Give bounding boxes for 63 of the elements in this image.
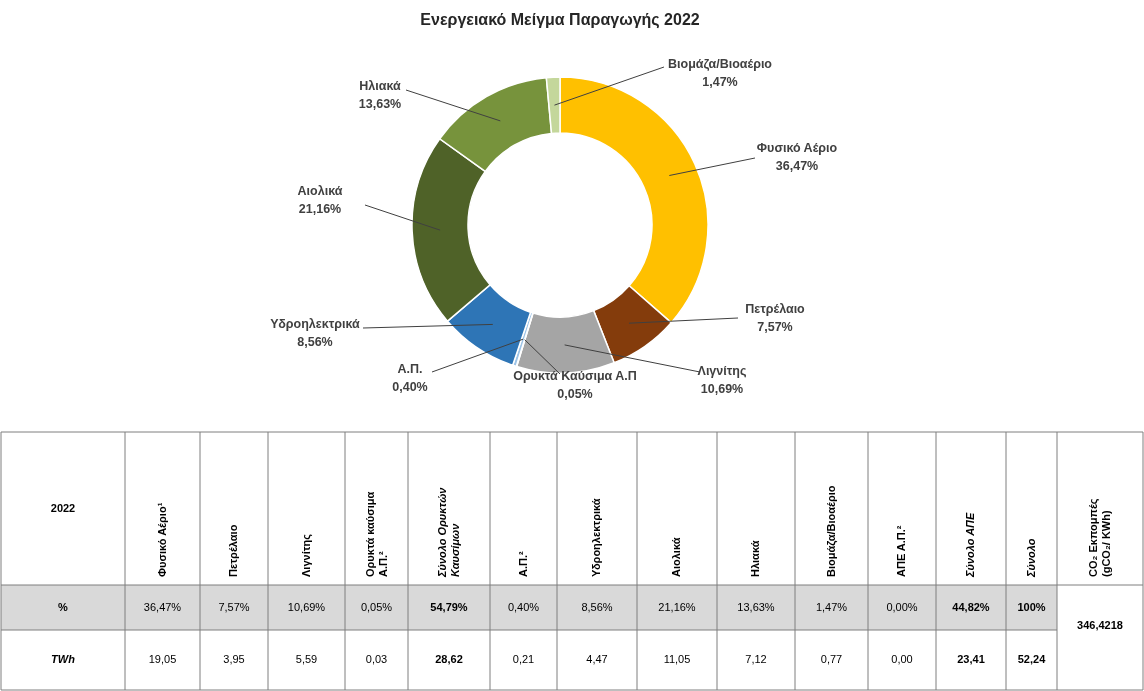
- text: 3,95: [223, 653, 245, 665]
- text: 52,24: [1017, 653, 1046, 665]
- text: 5,59: [295, 653, 318, 665]
- text: 2022: [50, 501, 76, 514]
- text: 0,03: [365, 653, 388, 665]
- text: 19,05: [148, 653, 177, 665]
- slice-label: Πετρέλαιο: [745, 302, 806, 316]
- data-label: 10,69%: [700, 382, 744, 396]
- slice-label: Βιομάζα/Βιοαέριο: [668, 57, 773, 71]
- text: 44,82%: [952, 600, 990, 613]
- category-label: Ορυκτά καύσιμα Α.Π.²: [363, 491, 389, 577]
- slice-label: Αιολικά: [297, 184, 343, 198]
- slice-label: Α.Π.: [397, 362, 423, 376]
- category-label: Α.Π.²: [516, 551, 529, 577]
- text: 54,79%: [430, 600, 468, 613]
- category-label: TWh: [51, 653, 75, 665]
- category-label: Λιγνίτης: [299, 533, 313, 577]
- text: 21,16%: [658, 600, 696, 613]
- text: 13,63%: [737, 600, 775, 613]
- text: 10,69%: [287, 600, 326, 613]
- data-label: 0,05%: [557, 387, 593, 401]
- text: 0,00%: [886, 600, 918, 613]
- category-label: Ηλιακά: [749, 540, 761, 577]
- text: 23,41: [957, 653, 985, 665]
- text: 36,47%: [143, 600, 182, 613]
- text: 8,56%: [581, 600, 613, 613]
- category-label: ΑΠΕ Α.Π.²: [895, 525, 907, 577]
- category-label: Φυσικό Αέριο¹: [155, 502, 168, 577]
- data-label: 8,56%: [297, 335, 333, 349]
- category-label: Σύνολο Ορυκτών Καυσίμων: [436, 486, 461, 578]
- text: 7,12: [745, 653, 767, 665]
- chart-title: Ενεργειακό Μείγμα Παραγωγής 2022: [420, 11, 700, 29]
- category-label: Σύνολο ΑΠΕ: [964, 512, 976, 578]
- data-label: 1,47%: [702, 75, 738, 89]
- category-label: Αιολικά: [670, 537, 682, 577]
- data-label: 7,57%: [757, 320, 793, 334]
- text: 100%: [1017, 600, 1046, 613]
- text: 0,77: [820, 653, 843, 665]
- data-label: 21,16%: [298, 202, 342, 216]
- text: 0,00: [891, 653, 913, 665]
- category-label: Βιομάζα/Βιοαέριο: [824, 485, 838, 577]
- text: 0,40%: [507, 600, 540, 613]
- category-label: Υδροηλεκτρικά: [590, 498, 602, 577]
- text: 0,05%: [360, 600, 393, 613]
- category-label: %: [58, 600, 68, 613]
- text: 7,57%: [218, 600, 250, 613]
- text: 11,05: [663, 653, 691, 665]
- category-label: Σύνολο: [1024, 538, 1037, 578]
- slice-label: Λιγνίτης: [697, 364, 747, 378]
- slice-label: Φυσικό Αέριο: [756, 141, 838, 155]
- data-label: 0,40%: [392, 380, 428, 394]
- text: 0,21: [512, 653, 535, 665]
- text: 4,47: [586, 653, 608, 665]
- data-label: 36,47%: [775, 159, 819, 173]
- text: 28,62: [435, 653, 463, 665]
- data-label: 13,63%: [358, 97, 402, 111]
- slice-label: Ηλιακά: [359, 79, 401, 93]
- text: 1,47%: [815, 600, 848, 613]
- category-label: Πετρέλαιο: [227, 524, 239, 577]
- text: CO₂ Εκπομπές (gCO₂/ KWh): [1087, 498, 1112, 577]
- slice-label: Ορυκτά Καύσιμα Α.Π: [513, 369, 637, 383]
- text: 346,4218: [1077, 618, 1123, 631]
- slice-label: Υδροηλεκτρικά: [270, 317, 360, 331]
